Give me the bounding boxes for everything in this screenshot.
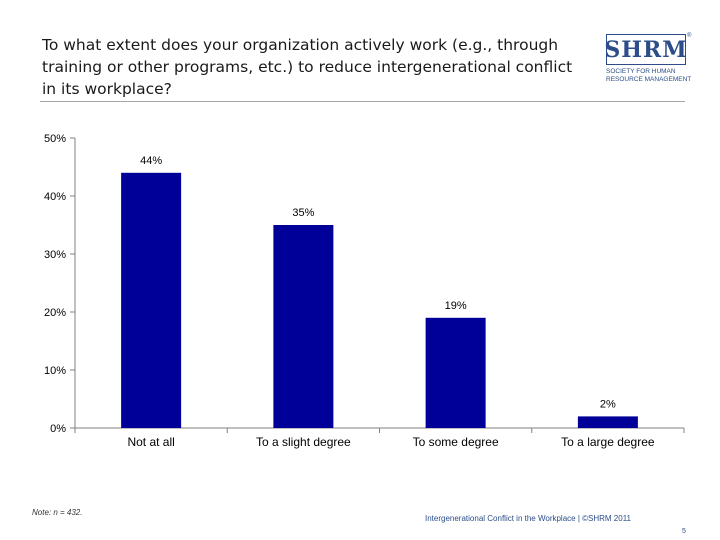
y-tick-label: 10% (44, 365, 66, 377)
header-divider (40, 101, 685, 102)
page-number: 5 (682, 528, 686, 535)
logo-tagline-line-1: SOCIETY FOR HUMAN (606, 68, 676, 75)
category-label: To a large degree (561, 435, 655, 449)
logo-registered-mark: ® (687, 33, 692, 39)
data-label: 35% (292, 207, 314, 219)
bar (425, 317, 486, 428)
y-tick-label: 40% (44, 191, 66, 203)
logo-wordmark: SHRM (604, 36, 688, 63)
footer-source: Intergenerational Conflict in the Workpl… (425, 514, 631, 523)
bar (121, 172, 182, 428)
shrm-logo: SHRM ® SOCIETY FOR HUMAN RESOURCE MANAGE… (604, 33, 692, 90)
chart-title: To what extent does your organization ac… (42, 36, 573, 98)
y-tick-label: 20% (44, 307, 66, 319)
sample-size-note: Note: n = 432. (32, 508, 83, 517)
y-tick-label: 0% (50, 423, 66, 435)
y-tick-label: 50% (44, 133, 66, 145)
data-label: 19% (445, 300, 467, 312)
bar (273, 225, 334, 428)
category-label: To some degree (413, 435, 499, 449)
category-label: Not at all (127, 435, 174, 449)
y-tick-label: 30% (44, 249, 66, 261)
bar (577, 416, 638, 428)
logo-box: SHRM (604, 34, 688, 65)
logo-tagline-line-2: RESOURCE MANAGEMENT (606, 75, 692, 83)
logo-tagline: SOCIETY FOR HUMAN RESOURCE MANAGEMENT (606, 68, 692, 83)
data-label: 44% (140, 155, 162, 167)
data-label: 2% (600, 398, 616, 410)
category-label: To a slight degree (256, 435, 351, 449)
